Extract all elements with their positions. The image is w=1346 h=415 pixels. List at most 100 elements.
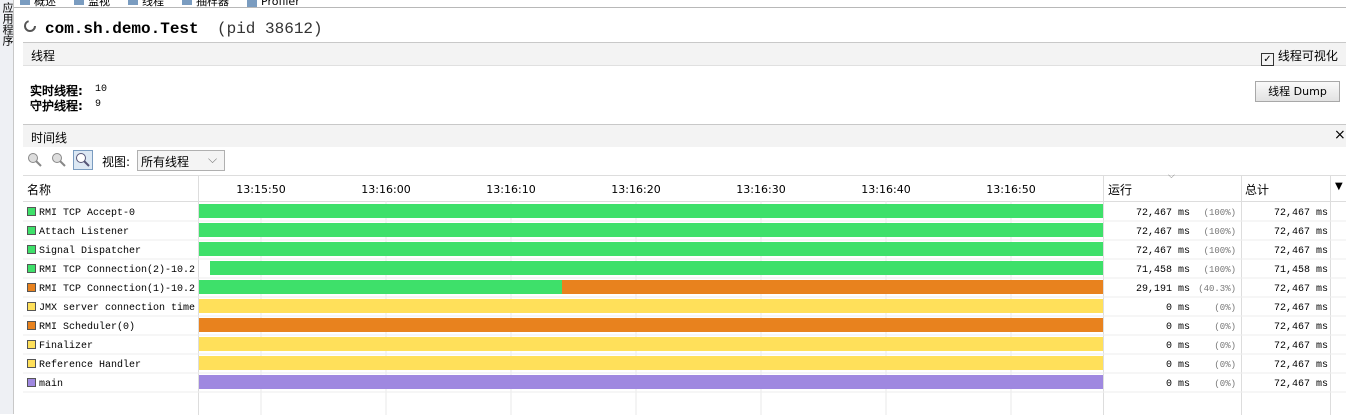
time-tick-label: 13:16:30 xyxy=(736,183,785,196)
tab-bar: 概述 监视 线程 抽样器 Profiler xyxy=(20,0,318,9)
view-select-arrow: ⌵ xyxy=(208,152,218,166)
thread-state-icon xyxy=(27,207,36,216)
name-column-header[interactable]: 名称 xyxy=(27,183,52,197)
running-percent: (0%) xyxy=(1214,379,1236,389)
running-time: 0 ms xyxy=(1166,322,1190,333)
running-time: 0 ms xyxy=(1166,341,1190,352)
thread-name: Attach Listener xyxy=(39,226,129,238)
col-sep xyxy=(198,175,199,415)
time-tick-label: 13:16:50 xyxy=(986,183,1035,196)
threads-panel: 线程 ✓ 线程可视化 实时线程: 10 守护线程: 9 线程 Dump xyxy=(23,42,1346,123)
thread-state-segment xyxy=(199,242,1103,256)
sidebar: 应用程序 xyxy=(0,0,14,414)
close-button[interactable]: × xyxy=(1334,127,1346,143)
threads-panel-header xyxy=(23,43,1346,66)
thread-state-icon xyxy=(27,245,36,254)
sort-indicator: ⌵ xyxy=(1168,171,1175,181)
thread-state-icon xyxy=(27,321,36,330)
zoom-in-button[interactable] xyxy=(27,152,43,168)
time-tick-label: 13:16:40 xyxy=(861,183,910,196)
thread-state-segment xyxy=(199,299,1103,313)
running-percent: (100%) xyxy=(1204,265,1236,275)
timeline-panel: 时间线 × 视图: 所有线程 ⌵ 名称 运行 ⌵ 总计 ▼ 13:15:50 13… xyxy=(23,124,1346,415)
time-tick-label: 13:16:10 xyxy=(486,183,535,196)
thread-name: Finalizer xyxy=(39,340,93,352)
view-select[interactable]: 所有线程 ⌵ xyxy=(137,150,225,171)
total-time: 71,458 ms xyxy=(1274,265,1328,276)
running-percent: (40.3%) xyxy=(1198,284,1236,294)
thread-state-icon xyxy=(27,302,36,311)
thread-state-icon xyxy=(27,340,36,349)
thread-state-segment xyxy=(199,337,1103,351)
column-menu-button[interactable]: ▼ xyxy=(1335,181,1343,192)
live-threads-value: 10 xyxy=(95,84,108,95)
total-time: 72,467 ms xyxy=(1274,303,1328,314)
thread-dump-button[interactable]: 线程 Dump xyxy=(1255,81,1340,102)
tab[interactable]: 抽样器 xyxy=(182,0,229,9)
visualize-checkbox[interactable]: ✓ 线程可视化 xyxy=(1261,47,1338,66)
running-time: 0 ms xyxy=(1166,360,1190,371)
total-column-header[interactable]: 总计 xyxy=(1245,183,1270,197)
time-tick-label: 13:15:50 xyxy=(236,183,285,196)
thread-state-segment xyxy=(562,280,1103,294)
zoom-out-button[interactable] xyxy=(51,152,67,168)
timeline-panel-title: 时间线 xyxy=(31,131,68,145)
col-sep xyxy=(1103,175,1104,415)
time-tick-label: 13:16:00 xyxy=(361,183,410,196)
running-percent: (100%) xyxy=(1204,208,1236,218)
running-time: 0 ms xyxy=(1166,379,1190,390)
thread-state-segment xyxy=(199,280,562,294)
daemon-threads-label: 守护线程: xyxy=(30,99,83,113)
running-percent: (0%) xyxy=(1214,322,1236,332)
live-threads-label: 实时线程: xyxy=(30,84,83,98)
thread-state-icon xyxy=(27,264,36,273)
running-time: 72,467 ms xyxy=(1136,208,1190,219)
thread-name: RMI TCP Accept-0 xyxy=(39,208,135,219)
running-percent: (100%) xyxy=(1204,227,1236,237)
thread-name: RMI Scheduler(0) xyxy=(39,321,135,333)
thread-state-icon xyxy=(27,226,36,235)
tab-strip-line xyxy=(14,7,1346,8)
visualize-checkbox-label: 线程可视化 xyxy=(1277,49,1338,63)
loading-icon xyxy=(24,20,36,32)
view-select-value: 所有线程 xyxy=(141,155,190,169)
fit-zoom-button[interactable] xyxy=(73,150,93,170)
thread-state-icon xyxy=(27,378,36,387)
col-sep xyxy=(1330,175,1331,415)
app-pid: (pid 38612) xyxy=(217,20,323,38)
running-percent: (0%) xyxy=(1214,360,1236,370)
thread-name: RMI TCP Connection(1)-10.2 xyxy=(39,283,195,295)
thread-name: JMX server connection time xyxy=(39,302,195,314)
timeline-panel-header xyxy=(23,125,1346,147)
running-time: 71,458 ms xyxy=(1136,265,1190,276)
thread-name: RMI TCP Connection(2)-10.2 xyxy=(39,264,195,276)
timeline: 13:15:50 13:16:00 13:16:10 13:16:20 13:16:30… xyxy=(23,183,1346,415)
running-time: 29,191 ms xyxy=(1136,284,1190,295)
thread-state-icon xyxy=(27,359,36,368)
thread-state-segment xyxy=(199,204,1103,218)
sidebar-label[interactable]: 应用程序 xyxy=(1,2,14,46)
thread-name: Signal Dispatcher xyxy=(39,245,141,257)
thread-state-segment xyxy=(210,261,1103,275)
view-label: 视图: xyxy=(102,155,131,169)
running-time: 0 ms xyxy=(1166,303,1190,314)
tab[interactable]: 概述 xyxy=(20,0,56,9)
running-percent: (0%) xyxy=(1214,303,1236,313)
running-column-header[interactable]: 运行 xyxy=(1108,183,1133,197)
thread-state-icon xyxy=(27,283,36,292)
tab[interactable]: 监视 xyxy=(74,0,110,9)
total-time: 72,467 ms xyxy=(1274,246,1328,257)
time-tick-label: 13:16:20 xyxy=(611,183,660,196)
thread-state-segment xyxy=(199,356,1103,370)
tab[interactable]: Profiler xyxy=(247,0,300,8)
total-time: 72,467 ms xyxy=(1274,322,1328,333)
total-time: 72,467 ms xyxy=(1274,227,1328,238)
thread-name: main xyxy=(39,378,63,390)
total-time: 72,467 ms xyxy=(1274,379,1328,390)
total-time: 72,467 ms xyxy=(1274,360,1328,371)
total-time: 72,467 ms xyxy=(1274,284,1328,295)
running-time: 72,467 ms xyxy=(1136,246,1190,257)
thread-state-segment xyxy=(199,223,1103,237)
tab[interactable]: 线程 xyxy=(128,0,164,9)
